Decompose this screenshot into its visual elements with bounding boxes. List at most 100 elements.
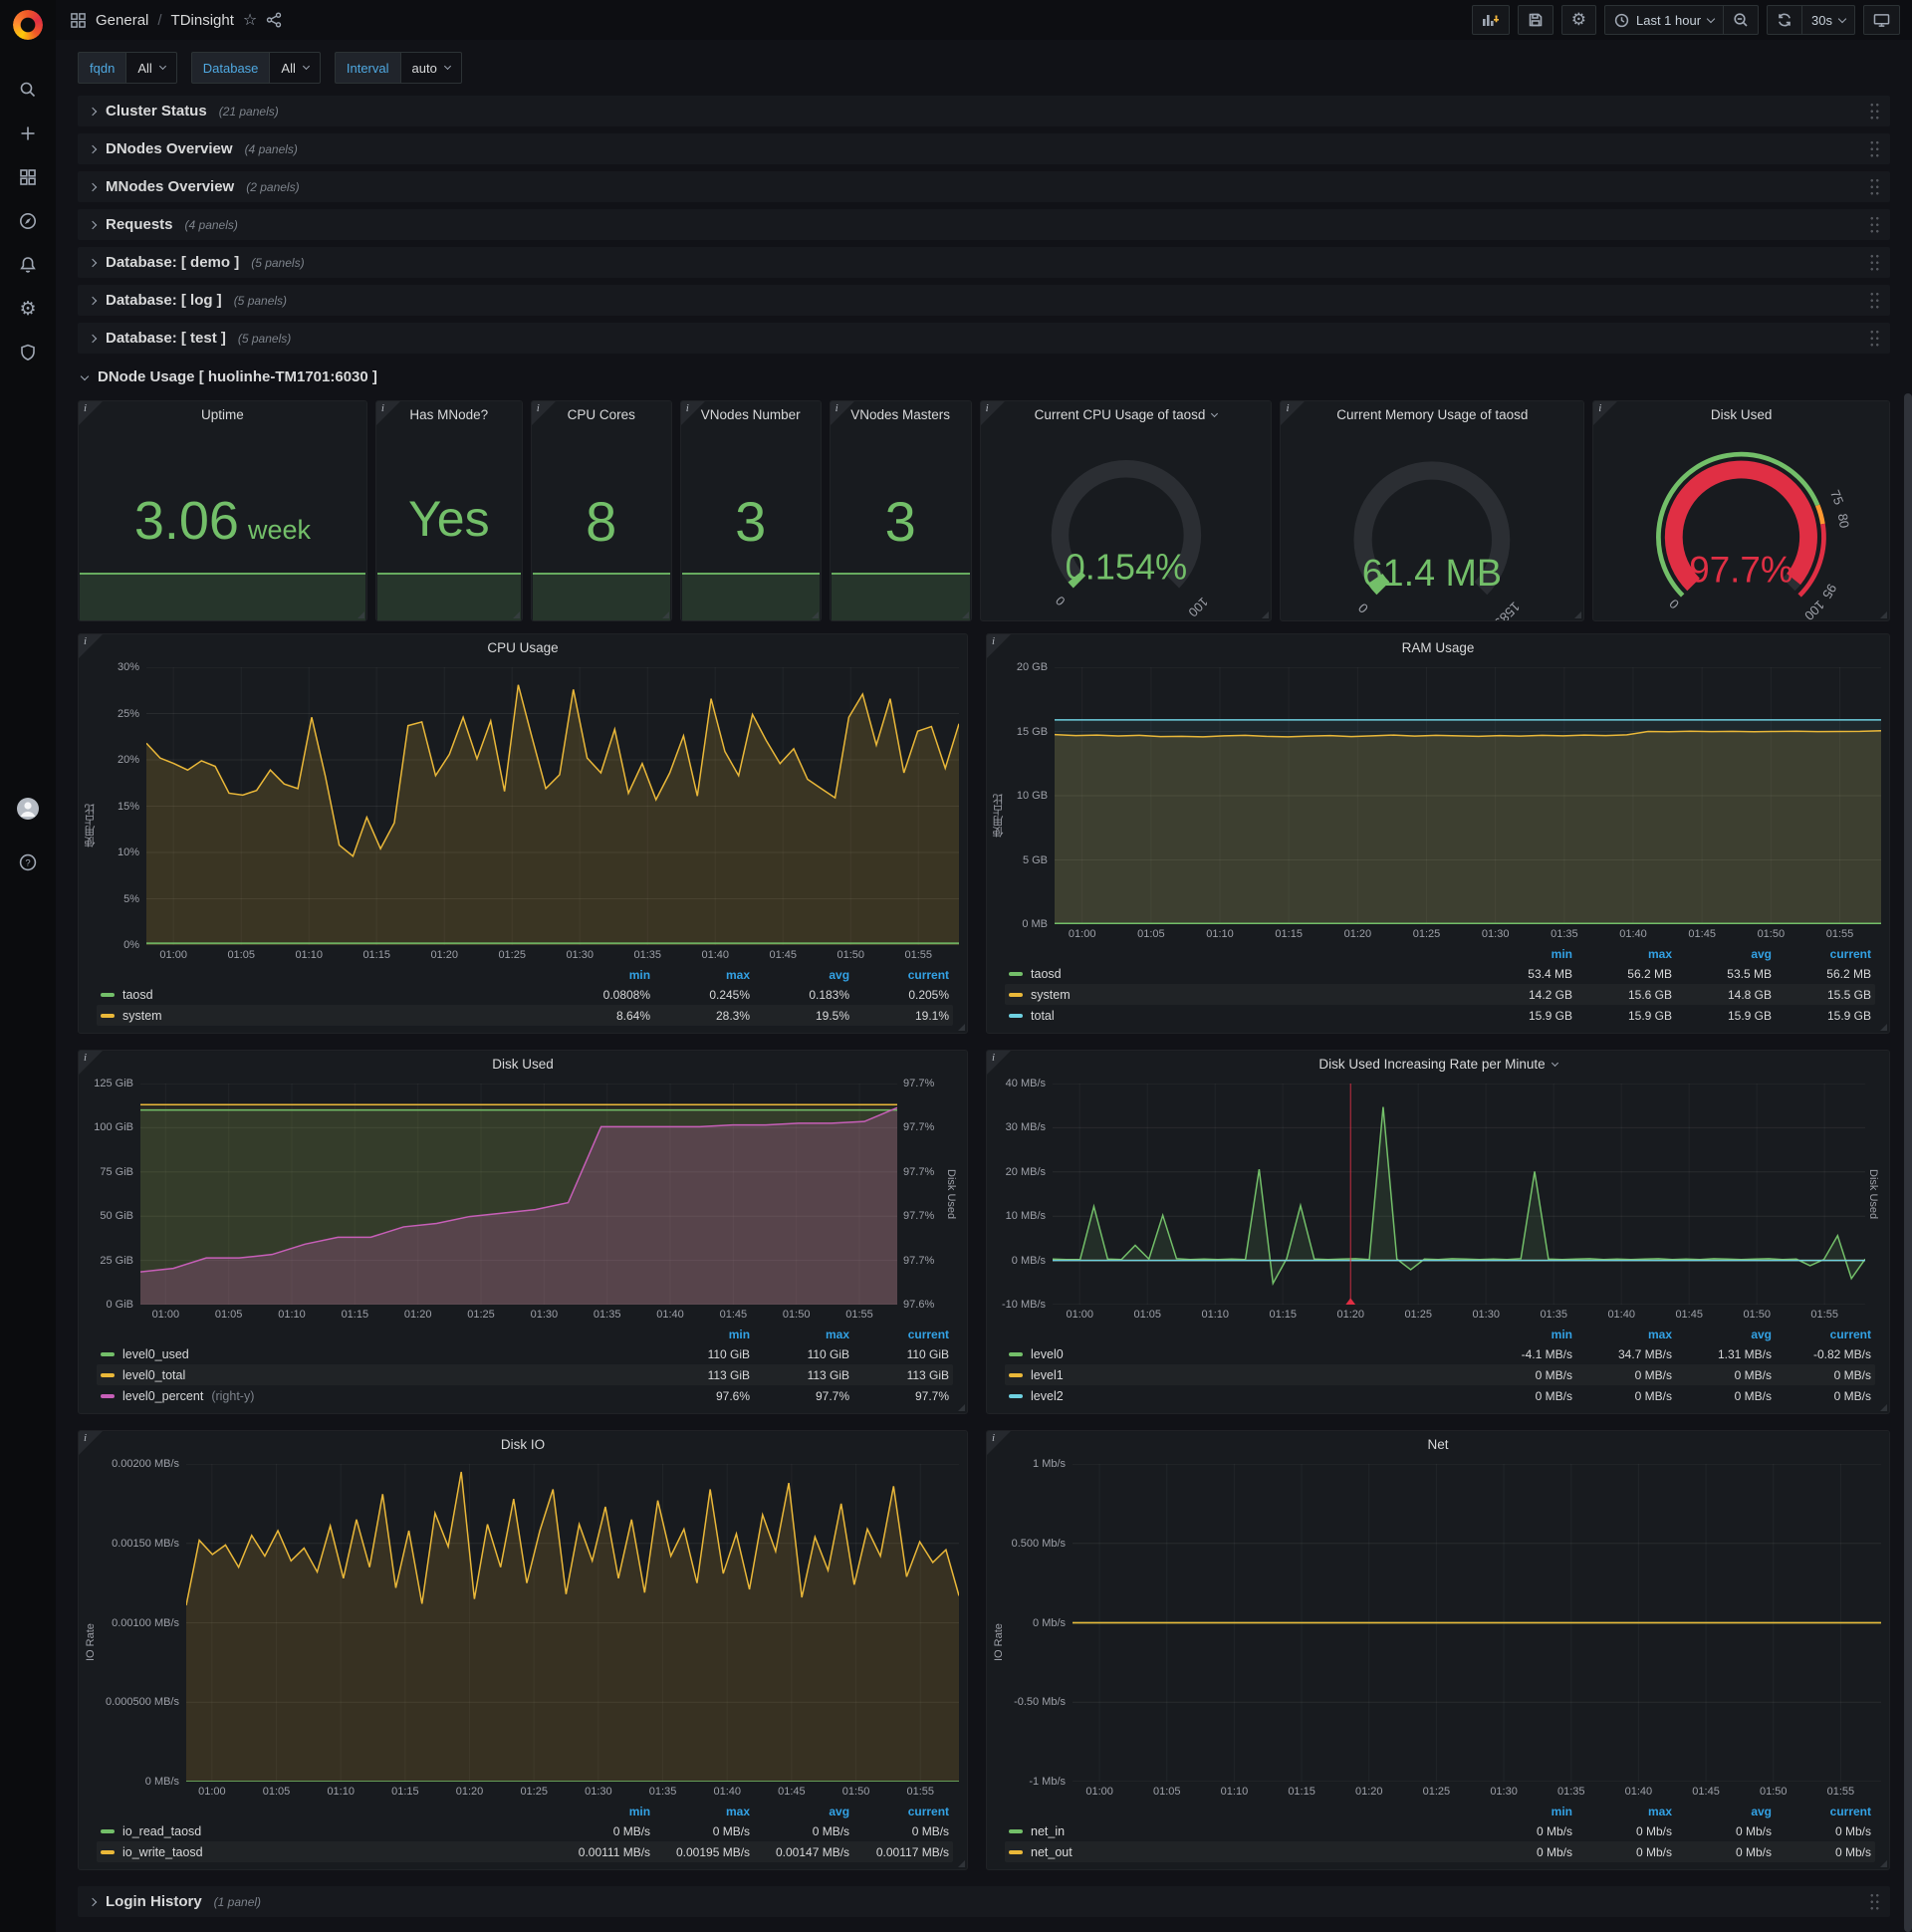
legend-series-system[interactable]: system [101,1009,551,1023]
dashboard-settings-button[interactable]: ⚙ [1560,5,1596,35]
legend-column-header[interactable]: max [826,1328,850,1341]
legend-column-header[interactable]: current [907,1805,950,1818]
row-drag-handle[interactable] [1869,291,1880,310]
legend-column-header[interactable]: avg [829,968,850,982]
panel-title[interactable]: Disk Used [1710,407,1773,422]
legend-column-header[interactable]: max [1647,947,1672,961]
panel-title[interactable]: Current Memory Usage of taosd [1336,407,1529,422]
variable-interval-value[interactable]: auto [399,52,462,84]
breadcrumb-folder[interactable]: General [96,11,149,29]
add-panel-button[interactable] [1471,5,1510,35]
legend-series-level2[interactable]: level2 [1009,1389,1473,1403]
row-drag-handle[interactable] [1869,329,1880,348]
legend-series-level0_percent[interactable]: level0_percent (right-y) [101,1389,650,1403]
row-dnodes-overview[interactable]: DNodes Overview (4 panels) [78,133,1890,164]
refresh-interval-picker[interactable]: 30s [1802,5,1855,35]
panel-title[interactable]: Net [1427,1437,1449,1452]
legend-series-taosd[interactable]: taosd [101,988,551,1002]
legend-series-level0_total[interactable]: level0_total [101,1368,650,1382]
panel-title[interactable]: Uptime [201,407,244,422]
legend-series-level0_used[interactable]: level0_used [101,1347,650,1361]
variable-fqdn-value[interactable]: All [125,52,177,84]
row-dnode-usage[interactable]: DNode Usage [ huolinhe-TM1701:6030 ] [78,361,1890,392]
panel-title[interactable]: CPU Cores [567,407,635,422]
refresh-button[interactable] [1767,5,1803,35]
legend-series-taosd[interactable]: taosd [1009,967,1473,981]
row-requests[interactable]: Requests (4 panels) [78,209,1890,240]
plot[interactable] [140,1084,898,1305]
scrollbar-thumb[interactable] [1904,393,1912,1932]
legend-column-header[interactable]: min [1551,1328,1572,1341]
plot[interactable] [186,1464,960,1782]
legend-column-header[interactable]: avg [1751,1328,1772,1341]
row-cluster-status[interactable]: Cluster Status (21 panels) [78,96,1890,126]
annotation-marker[interactable] [1345,1298,1356,1305]
legend-column-header[interactable]: max [1647,1805,1672,1818]
dashboards-icon[interactable] [6,155,50,199]
panel-title[interactable]: Current CPU Usage of taosd [1034,407,1206,422]
row-drag-handle[interactable] [1869,253,1880,272]
star-icon[interactable]: ☆ [242,12,258,29]
search-icon[interactable] [6,68,50,112]
legend-column-header[interactable]: min [1551,947,1572,961]
row-database-demo[interactable]: Database: [ demo ] (5 panels) [78,247,1890,278]
time-range-picker[interactable]: Last 1 hour [1603,5,1725,35]
grafana-logo[interactable] [13,10,43,40]
legend-series-level1[interactable]: level1 [1009,1368,1473,1382]
legend-column-header[interactable]: current [1829,947,1871,961]
help-icon[interactable]: ? [6,841,50,884]
panel-info-icon[interactable]: i [79,1431,103,1455]
panel-info-icon[interactable]: i [79,1051,103,1075]
panel-info-icon[interactable]: i [1281,401,1306,425]
apps-grid-icon[interactable] [70,12,87,29]
panel-info-icon[interactable]: i [987,634,1012,658]
legend-column-header[interactable]: avg [829,1805,850,1818]
panel-info-icon[interactable]: i [987,1431,1012,1455]
configuration-gear-icon[interactable]: ⚙ [19,298,37,320]
panel-title[interactable]: Disk Used [492,1057,554,1072]
breadcrumb-dashboard-title[interactable]: TDinsight [170,11,234,29]
panel-info-icon[interactable]: i [987,1051,1012,1075]
row-drag-handle[interactable] [1869,139,1880,158]
panel-title[interactable]: Disk Used Increasing Rate per Minute [1318,1057,1546,1072]
legend-column-header[interactable]: current [1829,1805,1871,1818]
plot[interactable] [1073,1464,1881,1782]
panel-title[interactable]: RAM Usage [1401,640,1475,655]
row-drag-handle[interactable] [1869,215,1880,234]
variable-database-value[interactable]: All [269,52,321,84]
panel-title[interactable]: CPU Usage [487,640,559,655]
panel-info-icon[interactable]: i [1593,401,1618,425]
create-plus-icon[interactable] [6,112,50,155]
row-database-log[interactable]: Database: [ log ] (5 panels) [78,285,1890,316]
row-drag-handle[interactable] [1869,177,1880,196]
legend-series-system[interactable]: system [1009,988,1473,1002]
legend-column-header[interactable]: current [907,968,950,982]
legend-column-header[interactable]: min [1551,1805,1572,1818]
legend-column-header[interactable]: min [728,1328,751,1341]
row-mnodes-overview[interactable]: MNodes Overview (2 panels) [78,171,1890,202]
panel-title[interactable]: Has MNode? [409,407,489,422]
row-drag-handle[interactable] [1869,102,1880,121]
legend-series-io_read_taosd[interactable]: io_read_taosd [101,1824,551,1838]
plot[interactable] [1053,1084,1865,1305]
panel-menu-chevron-icon[interactable] [1211,409,1219,417]
panel-info-icon[interactable]: i [680,401,705,425]
panel-menu-chevron-icon[interactable] [1551,1059,1558,1067]
share-icon[interactable] [266,12,282,28]
panel-info-icon[interactable]: i [980,401,1005,425]
panel-info-icon[interactable]: i [375,401,400,425]
panel-info-icon[interactable]: i [79,634,103,658]
legend-column-header[interactable]: max [726,968,751,982]
server-admin-shield-icon[interactable] [6,331,50,374]
legend-series-net_out[interactable]: net_out [1009,1845,1473,1859]
panel-info-icon[interactable]: i [79,401,103,425]
plot[interactable] [146,667,960,945]
legend-series-level0[interactable]: level0 [1009,1347,1473,1361]
legend-column-header[interactable]: avg [1751,1805,1772,1818]
legend-column-header[interactable]: avg [1751,947,1772,961]
cycle-view-mode-button[interactable] [1863,5,1900,35]
panel-title[interactable]: Disk IO [500,1437,546,1452]
panel-info-icon[interactable]: i [830,401,854,425]
panel-info-icon[interactable]: i [531,401,556,425]
legend-series-io_write_taosd[interactable]: io_write_taosd [101,1845,551,1859]
